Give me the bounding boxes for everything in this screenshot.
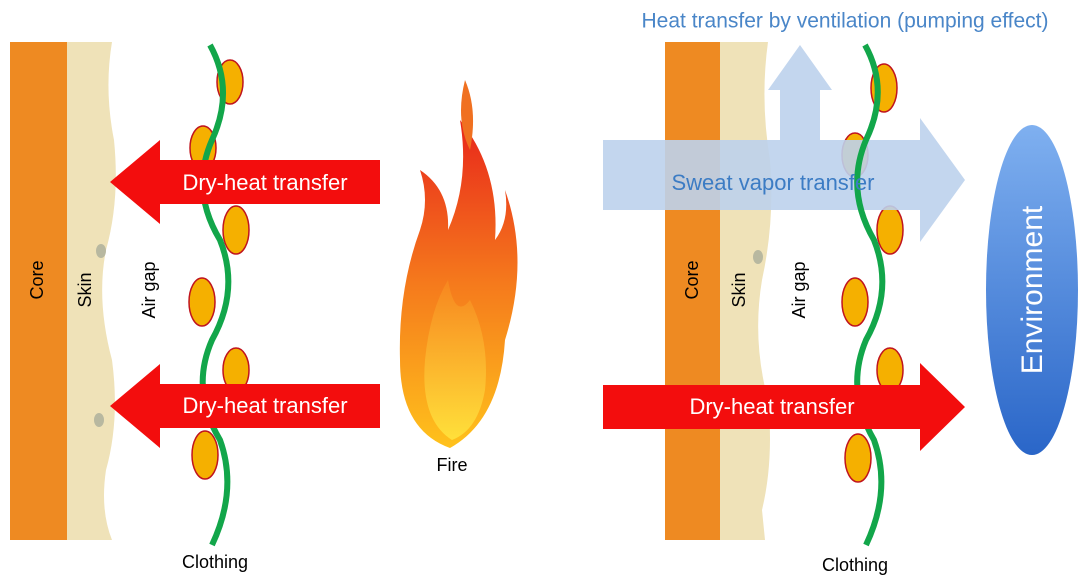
environment-label: Environment xyxy=(1016,205,1049,374)
clothing-label: Clothing xyxy=(182,552,248,572)
core-label: Core xyxy=(682,260,702,299)
arrow-label: Dry-heat transfer xyxy=(182,393,347,418)
core-label: Core xyxy=(27,260,47,299)
arrow-label: Dry-heat transfer xyxy=(182,170,347,195)
air-gap-label: Air gap xyxy=(789,261,809,318)
arrow-label: Dry-heat transfer xyxy=(689,394,854,419)
sweat-gland xyxy=(94,413,104,427)
air-gap-label: Air gap xyxy=(139,261,159,318)
sweat-gland xyxy=(96,244,106,258)
title: Heat transfer by ventilation (pumping ef… xyxy=(642,10,1049,33)
right-panel: Heat transfer by ventilation (pumping ef… xyxy=(603,10,1078,575)
diagram: Core Skin Air gap Dry-heat transfer Dry-… xyxy=(0,0,1087,581)
vapor-arrow xyxy=(603,45,965,242)
fire xyxy=(400,80,518,448)
fire-label: Fire xyxy=(437,455,468,475)
left-panel: Core Skin Air gap Dry-heat transfer Dry-… xyxy=(10,42,518,572)
skin-label: Skin xyxy=(75,272,95,307)
sweat-gland xyxy=(753,250,763,264)
clothing-label: Clothing xyxy=(822,555,888,575)
arrow-label: Sweat vapor transfer xyxy=(672,170,875,195)
skin-label: Skin xyxy=(729,272,749,307)
